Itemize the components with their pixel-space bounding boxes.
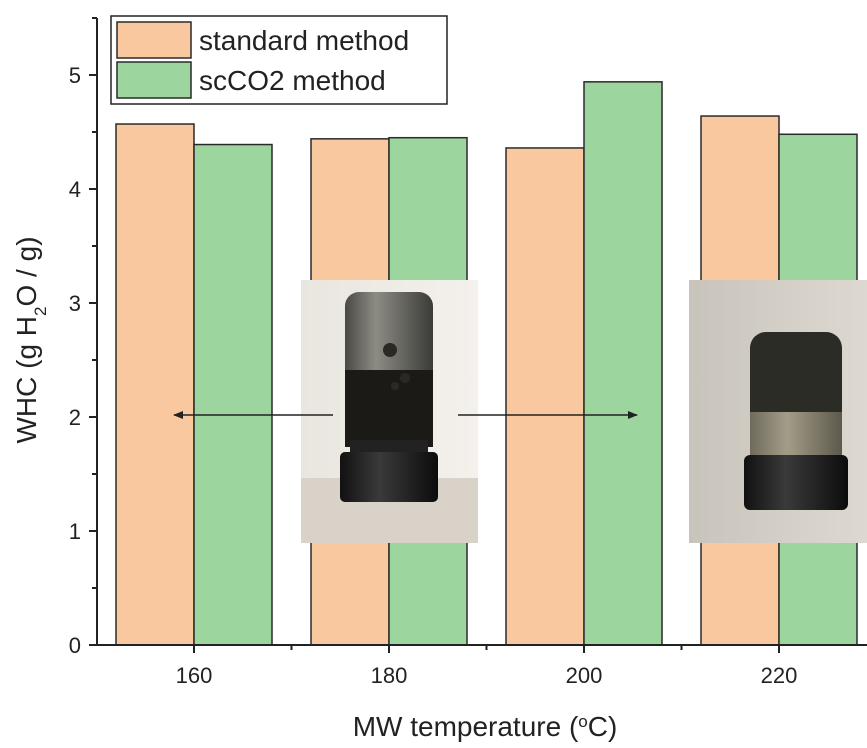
y-tick-label-1: 1 xyxy=(69,519,81,544)
ticks-layer: 0 1 2 3 4 5 160 180 200 220 xyxy=(69,17,798,688)
x-tick-label-180: 180 xyxy=(371,663,408,688)
legend-label-0: standard method xyxy=(199,25,409,56)
y-tick-label-2: 2 xyxy=(69,405,81,430)
legend-swatch-1 xyxy=(116,61,192,99)
y-tick-label-5: 5 xyxy=(69,63,81,88)
y-axis-title: WHC (g H2O / g) xyxy=(11,236,50,443)
bar-standard-method-160 xyxy=(115,123,195,646)
legend-swatch-0 xyxy=(116,21,192,59)
legend-label-1: scCO2 method xyxy=(199,65,386,96)
y-tick-label-4: 4 xyxy=(69,177,81,202)
bar-scco2-method-160 xyxy=(193,143,273,646)
axes-layer xyxy=(96,18,867,646)
legend: standard method scCO2 method xyxy=(110,15,448,105)
bar-standard-method-200 xyxy=(505,147,585,646)
bar-scco2-method-200 xyxy=(583,81,663,646)
inset-photo-vial-solid xyxy=(689,280,867,543)
y-tick-label-3: 3 xyxy=(69,291,81,316)
x-tick-label-200: 200 xyxy=(566,663,603,688)
inset-photo-vial-liquid xyxy=(301,280,478,543)
y-tick-label-0: 0 xyxy=(69,633,81,658)
x-axis-title: MW temperature (oC) xyxy=(353,711,618,742)
x-tick-label-160: 160 xyxy=(176,663,213,688)
x-tick-label-220: 220 xyxy=(761,663,798,688)
